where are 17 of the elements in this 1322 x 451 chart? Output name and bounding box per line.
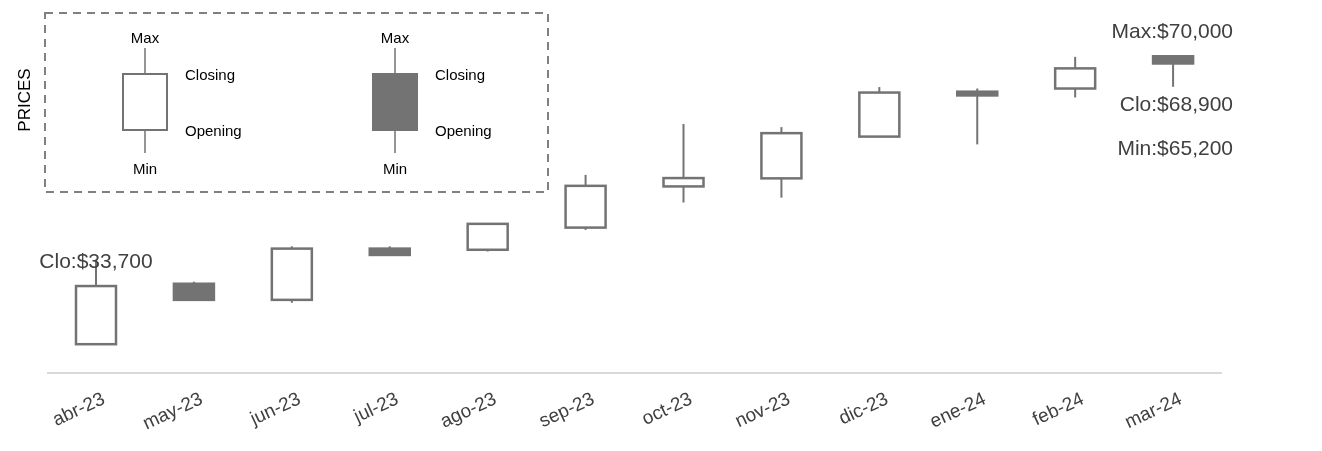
candlestick	[662, 122, 705, 204]
x-tick-label: oct-23	[638, 387, 696, 429]
annotation: Clo:$33,700	[39, 249, 153, 273]
annotation: Opening	[185, 122, 242, 139]
annotation: Closing	[435, 66, 486, 83]
annotation: Clo:$68,900	[1119, 92, 1234, 116]
annotation: Min:$65,200	[1117, 136, 1234, 160]
text: Max	[380, 29, 410, 46]
candlestick	[956, 87, 999, 146]
annotation: Max:$70,000	[1111, 19, 1234, 43]
annotation: Closing	[185, 66, 236, 83]
annotation: Min	[382, 160, 408, 177]
y-axis-title: PRICES	[15, 68, 34, 132]
annotation: Opening	[435, 122, 492, 139]
x-tick-label: dic-23	[835, 387, 891, 429]
text: Max	[130, 29, 160, 46]
annotation: Min	[132, 160, 158, 177]
